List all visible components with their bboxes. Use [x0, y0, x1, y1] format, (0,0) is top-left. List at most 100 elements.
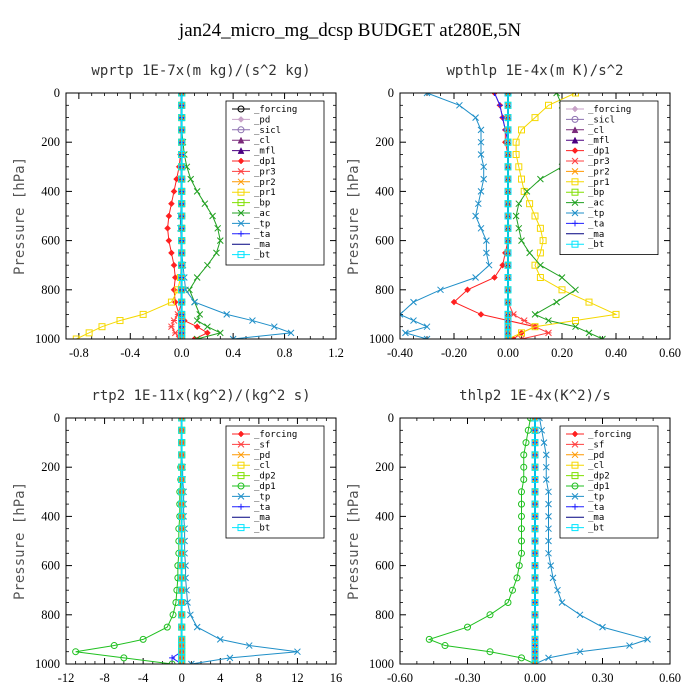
series-point-bt	[504, 298, 512, 306]
series-point-bt	[531, 611, 539, 619]
legend-label: _ac	[254, 209, 270, 219]
series-point-bt	[178, 175, 186, 183]
legend-label: _ta	[254, 503, 270, 513]
legend-marker	[237, 441, 245, 448]
series-point-pr1	[139, 310, 147, 318]
series-point-tp	[472, 212, 479, 220]
y-tick-label: 1000	[369, 332, 394, 346]
series-point-ac	[523, 188, 531, 195]
legend-label: _pr1	[254, 188, 276, 198]
legend-marker	[571, 524, 579, 532]
figure-title: jan24_micro_mg_dcsp BUDGET at280E,5N	[178, 20, 522, 41]
legend-label: _ta	[254, 230, 270, 240]
series-line-dp1	[453, 93, 537, 339]
y-tick-label: 1000	[369, 657, 394, 671]
series-point-bt	[178, 151, 186, 158]
legend-marker	[571, 461, 579, 469]
series-point-ac	[531, 311, 539, 318]
series-point-ac	[553, 93, 560, 97]
legend-label: _sf	[254, 440, 270, 450]
legend-label: _dp1	[588, 482, 610, 492]
series-point-bt	[531, 599, 539, 606]
series-point-pr2	[504, 335, 512, 339]
legend-label: _pr3	[588, 157, 610, 167]
x-tick-label: -0.40	[387, 346, 413, 360]
series-point-dp1	[165, 237, 173, 244]
chart-title: wprtp 1E-7x(m kg)/(s^2 kg)	[91, 63, 310, 79]
series-point-dp1	[518, 512, 525, 520]
legend-label: _pr2	[588, 167, 610, 177]
legend-label: _ma	[588, 230, 604, 240]
legend-label: _dp1	[254, 482, 276, 492]
series-point-pr3	[170, 317, 178, 324]
series-point-dp1	[164, 224, 171, 232]
series-point-bt	[178, 187, 186, 195]
series-point-bt	[531, 439, 539, 447]
series-point-pr1	[518, 175, 525, 183]
series-point-bt	[178, 138, 186, 146]
legend-label: _sicl	[588, 115, 615, 125]
series-point-pr1	[526, 200, 534, 208]
series-point-pd	[531, 660, 539, 664]
series-point-ac	[204, 323, 211, 331]
series-point-bt	[504, 200, 512, 208]
legend-marker	[571, 430, 579, 438]
series-point-bt	[531, 586, 539, 594]
series-point-dp1	[515, 562, 523, 570]
series-point-pr1	[545, 101, 552, 109]
series-point-bt	[178, 93, 186, 97]
series-point-bt	[504, 335, 512, 339]
legend: _forcing_sicl_cl_mfl_dp1_pr3_pr2_pr1_bp_…	[559, 100, 659, 256]
plot-frame	[65, 92, 337, 340]
series-point-tp	[472, 274, 479, 281]
legend-label: _sf	[588, 440, 604, 450]
series-point-dp1	[168, 660, 176, 664]
y-tick-label: 1000	[35, 332, 60, 346]
y-tick-label: 0	[54, 86, 60, 100]
series-point-bt	[178, 586, 186, 594]
legend-label: _forcing	[254, 430, 297, 440]
series-point-bt	[178, 237, 186, 245]
y-tick-label: 800	[41, 283, 60, 297]
legend-label: _cl	[588, 126, 604, 136]
legend-marker	[237, 430, 245, 438]
series-point-dp1	[518, 549, 525, 557]
y-tick-label: 600	[375, 559, 394, 573]
series-point-dp1	[520, 451, 528, 459]
series-point-ac	[196, 311, 204, 318]
legend-marker	[571, 493, 579, 500]
series-point-ac	[515, 224, 523, 232]
series-point-ac	[515, 200, 523, 208]
series-line-dp1	[427, 418, 536, 664]
y-tick-label: 0	[388, 86, 394, 100]
legend-marker	[571, 147, 579, 154]
series-point-pr1	[518, 329, 525, 337]
series-point-dp1	[520, 463, 528, 471]
series-point-tp	[545, 654, 552, 662]
series-line-ac	[181, 93, 222, 339]
series-point-bt	[178, 463, 186, 471]
series-point-bt	[504, 212, 512, 220]
series-point-bt	[504, 151, 512, 158]
series-point-bt	[531, 623, 539, 631]
series-point-tp	[193, 623, 201, 631]
series-point-tp	[644, 636, 651, 643]
series-point-bt	[178, 212, 186, 220]
series-point-ac	[193, 274, 201, 281]
plot-frame	[399, 417, 671, 665]
series-point-bt	[504, 93, 512, 97]
series-point-bt	[504, 114, 512, 122]
series-point-bt	[178, 599, 186, 606]
series-point-pr2	[178, 93, 186, 97]
series-point-ac	[585, 329, 593, 337]
legend-marker	[237, 209, 245, 217]
series-point-pr3	[171, 329, 179, 337]
x-tick-label: 4	[217, 671, 224, 685]
legend-marker	[237, 524, 245, 532]
series-point-bt	[178, 500, 186, 508]
legend-marker	[238, 230, 244, 237]
series-point-bt	[178, 525, 186, 533]
series-point-pr1	[512, 138, 520, 146]
series-point-ac	[216, 329, 224, 337]
series-point-dp1	[165, 212, 173, 220]
